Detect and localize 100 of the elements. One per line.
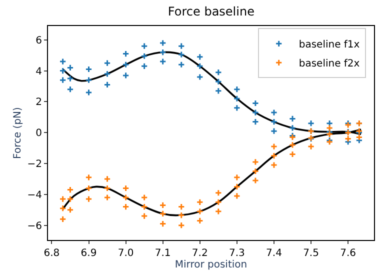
point bbox=[104, 184, 111, 192]
point bbox=[270, 128, 278, 135]
point bbox=[122, 203, 130, 210]
point bbox=[140, 194, 148, 202]
point bbox=[59, 58, 66, 66]
point bbox=[159, 58, 166, 66]
point bbox=[214, 87, 222, 94]
point bbox=[270, 142, 278, 150]
point bbox=[252, 118, 259, 126]
point bbox=[214, 198, 222, 206]
point bbox=[85, 184, 92, 192]
x-tick-label: 7.2 bbox=[192, 248, 208, 259]
x-tick-label: 7.3 bbox=[228, 248, 245, 259]
chart-title: Force baseline bbox=[168, 4, 254, 18]
point bbox=[140, 212, 148, 220]
point bbox=[85, 88, 92, 96]
point bbox=[66, 206, 74, 214]
point bbox=[196, 73, 204, 81]
x-tick-label: 7.5 bbox=[303, 248, 319, 259]
point bbox=[307, 142, 315, 150]
point bbox=[159, 202, 166, 209]
point bbox=[326, 120, 334, 127]
point bbox=[326, 124, 334, 132]
y-tick-label: −2 bbox=[27, 159, 42, 170]
point bbox=[214, 208, 222, 215]
x-tick-label: 7.1 bbox=[154, 248, 171, 259]
y-axis-title: Force (pN) bbox=[12, 106, 24, 159]
point bbox=[140, 52, 148, 60]
point bbox=[252, 108, 259, 116]
point bbox=[178, 42, 185, 50]
point bbox=[233, 183, 240, 190]
x-tick-label: 7.6 bbox=[340, 248, 356, 259]
point bbox=[214, 189, 222, 196]
point bbox=[233, 86, 240, 93]
point bbox=[214, 78, 222, 86]
point bbox=[196, 198, 204, 206]
point bbox=[270, 118, 278, 126]
point bbox=[85, 196, 92, 203]
point bbox=[159, 220, 166, 228]
y-tick-label: −6 bbox=[27, 220, 42, 232]
point bbox=[159, 39, 166, 47]
point bbox=[66, 196, 74, 203]
point bbox=[288, 124, 296, 132]
point bbox=[288, 115, 296, 122]
point bbox=[214, 68, 222, 76]
point bbox=[122, 184, 130, 192]
y-tick-label: 6 bbox=[36, 35, 42, 46]
point bbox=[66, 86, 74, 93]
point bbox=[356, 134, 363, 141]
x-tick-label: 6.9 bbox=[80, 248, 97, 259]
point bbox=[122, 50, 130, 58]
point bbox=[104, 70, 111, 78]
point bbox=[252, 176, 259, 184]
point bbox=[270, 152, 278, 160]
point bbox=[178, 51, 185, 58]
x-axis-title: Mirror position bbox=[174, 260, 248, 270]
point bbox=[196, 208, 204, 215]
point bbox=[85, 66, 92, 73]
point bbox=[85, 174, 92, 181]
point bbox=[326, 130, 334, 138]
point bbox=[66, 74, 74, 82]
legend-label: baseline f1x bbox=[298, 40, 360, 51]
point bbox=[104, 81, 111, 88]
point bbox=[140, 42, 148, 50]
point bbox=[252, 100, 259, 107]
point bbox=[66, 186, 74, 194]
point bbox=[122, 61, 130, 68]
point bbox=[140, 203, 148, 210]
point bbox=[159, 48, 166, 56]
point bbox=[178, 61, 185, 68]
point bbox=[104, 175, 111, 183]
point bbox=[104, 194, 111, 202]
y-tick-label: −4 bbox=[27, 190, 42, 201]
point bbox=[122, 72, 130, 79]
legend-label: baseline f2x bbox=[298, 58, 360, 70]
point bbox=[307, 120, 315, 127]
point bbox=[233, 95, 240, 102]
point bbox=[122, 194, 130, 202]
point bbox=[196, 217, 204, 224]
point bbox=[104, 60, 111, 67]
point bbox=[196, 62, 204, 70]
point bbox=[59, 204, 66, 212]
point bbox=[344, 135, 352, 142]
x-tick-label: 7.0 bbox=[118, 248, 134, 259]
x-tick-label: 7.4 bbox=[266, 248, 282, 259]
point bbox=[59, 76, 66, 84]
point bbox=[59, 196, 66, 203]
point bbox=[178, 212, 185, 219]
y-tick-label: 0 bbox=[36, 128, 42, 140]
point bbox=[233, 104, 240, 112]
point bbox=[288, 150, 296, 158]
point bbox=[140, 62, 148, 70]
point bbox=[159, 210, 166, 218]
point bbox=[233, 174, 240, 181]
point bbox=[196, 53, 204, 60]
point bbox=[178, 222, 185, 229]
y-tick-label: 2 bbox=[36, 97, 42, 108]
point bbox=[252, 168, 259, 175]
point bbox=[233, 192, 240, 200]
point bbox=[85, 76, 92, 84]
